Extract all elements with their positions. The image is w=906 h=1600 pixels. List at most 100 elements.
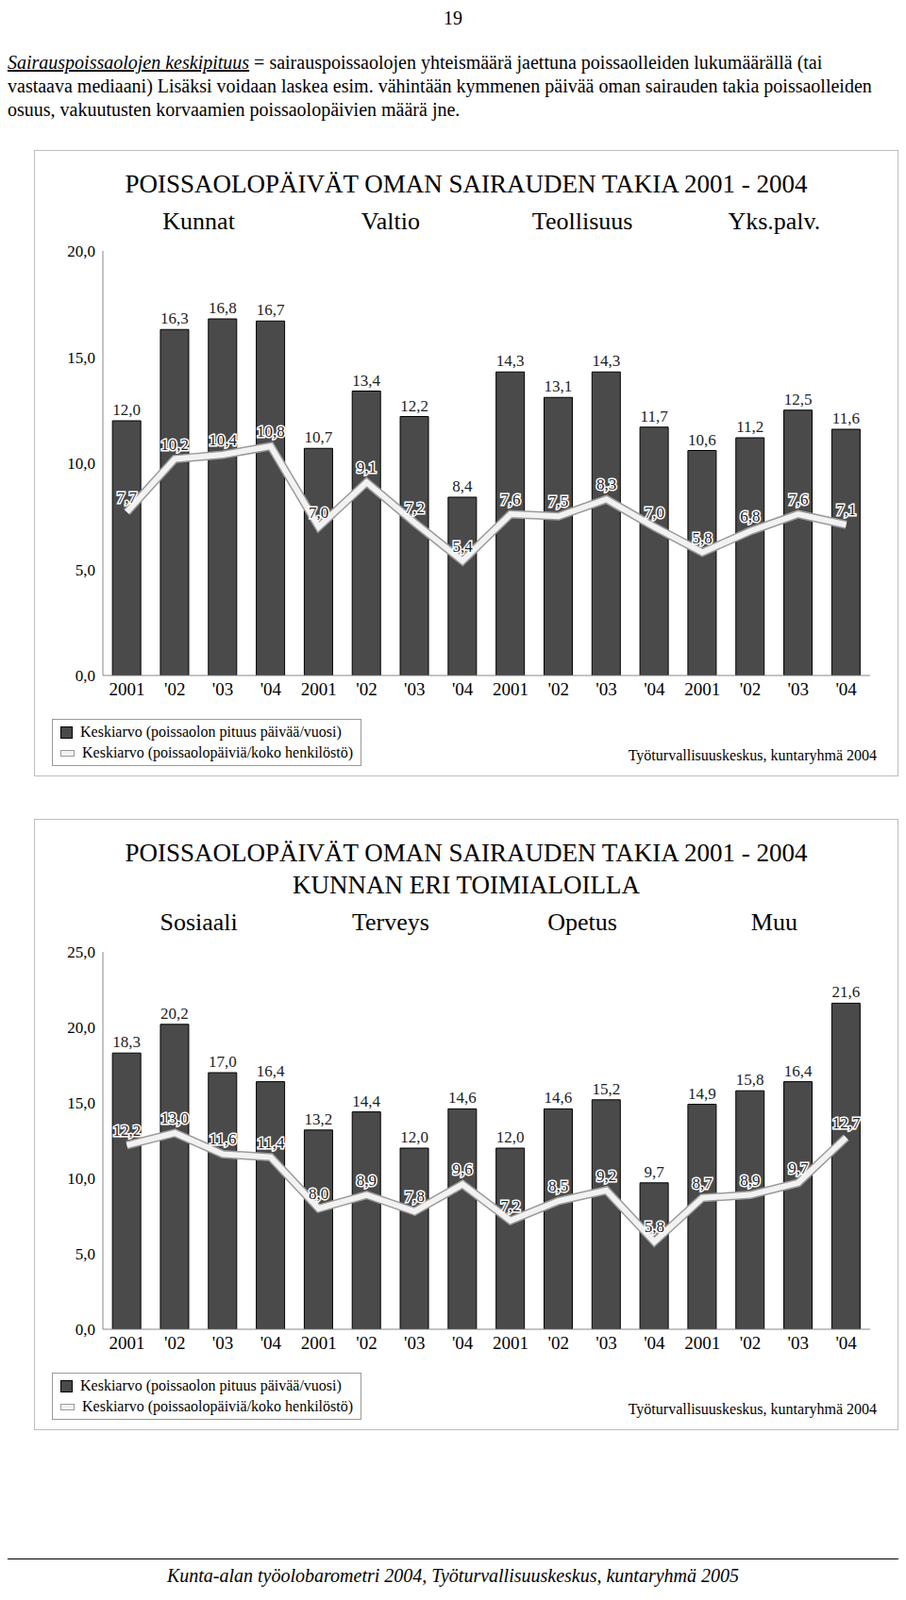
svg-text:16,4: 16,4 bbox=[784, 1062, 813, 1081]
svg-text:11,6: 11,6 bbox=[832, 409, 860, 428]
svg-text:15,2: 15,2 bbox=[591, 1080, 621, 1099]
svg-text:12,0: 12,0 bbox=[400, 1128, 429, 1147]
svg-text:14,3: 14,3 bbox=[591, 352, 621, 370]
svg-text:16,8: 16,8 bbox=[208, 299, 237, 318]
svg-text:8,9: 8,9 bbox=[739, 1172, 760, 1191]
svg-text:'03: '03 bbox=[212, 679, 234, 700]
svg-text:'03: '03 bbox=[788, 1333, 809, 1354]
svg-text:'02: '02 bbox=[548, 1333, 570, 1354]
svg-text:2001: 2001 bbox=[301, 1333, 337, 1354]
svg-text:8,0: 8,0 bbox=[308, 1185, 329, 1204]
svg-text:12,0: 12,0 bbox=[496, 1128, 525, 1147]
svg-text:10,6: 10,6 bbox=[687, 431, 717, 450]
svg-text:15,0: 15,0 bbox=[67, 349, 96, 368]
svg-text:9,1: 9,1 bbox=[356, 458, 377, 477]
svg-text:13,4: 13,4 bbox=[352, 371, 381, 390]
svg-text:2001: 2001 bbox=[684, 1333, 721, 1354]
svg-text:7,6: 7,6 bbox=[788, 490, 808, 509]
svg-text:17,0: 17,0 bbox=[208, 1053, 237, 1072]
svg-text:'04: '04 bbox=[452, 1333, 474, 1354]
svg-text:7,6: 7,6 bbox=[500, 490, 521, 509]
svg-text:'02: '02 bbox=[739, 1333, 761, 1354]
svg-text:7,2: 7,2 bbox=[500, 1197, 521, 1216]
svg-text:'03: '03 bbox=[212, 1333, 234, 1354]
svg-text:10,0: 10,0 bbox=[67, 1170, 96, 1189]
svg-text:10,8: 10,8 bbox=[256, 422, 286, 441]
svg-text:13,1: 13,1 bbox=[544, 377, 573, 396]
svg-text:7,7: 7,7 bbox=[117, 488, 138, 507]
svg-text:16,7: 16,7 bbox=[256, 301, 286, 319]
svg-text:10,4: 10,4 bbox=[208, 431, 237, 450]
svg-text:'04: '04 bbox=[835, 1333, 857, 1354]
svg-text:2001: 2001 bbox=[684, 679, 721, 700]
svg-text:9,2: 9,2 bbox=[596, 1167, 617, 1186]
svg-text:5,8: 5,8 bbox=[644, 1218, 665, 1237]
svg-text:11,4: 11,4 bbox=[256, 1134, 286, 1153]
svg-text:5,0: 5,0 bbox=[75, 1245, 96, 1264]
svg-text:2001: 2001 bbox=[492, 679, 529, 700]
svg-text:'03: '03 bbox=[403, 679, 425, 700]
svg-text:8,9: 8,9 bbox=[356, 1172, 377, 1191]
svg-text:'04: '04 bbox=[452, 679, 474, 700]
svg-text:'03: '03 bbox=[595, 679, 617, 700]
svg-text:12,2: 12,2 bbox=[400, 397, 429, 416]
svg-text:'03: '03 bbox=[595, 1333, 617, 1354]
svg-text:5,0: 5,0 bbox=[75, 561, 96, 580]
svg-text:7,5: 7,5 bbox=[548, 492, 569, 511]
svg-text:18,3: 18,3 bbox=[112, 1033, 141, 1052]
svg-text:9,6: 9,6 bbox=[452, 1160, 472, 1179]
svg-text:5,4: 5,4 bbox=[452, 537, 473, 556]
svg-text:7,1: 7,1 bbox=[836, 501, 856, 520]
svg-text:11,6: 11,6 bbox=[208, 1130, 236, 1149]
svg-text:12,7: 12,7 bbox=[832, 1114, 861, 1133]
svg-text:20,0: 20,0 bbox=[67, 1019, 96, 1038]
svg-text:20,2: 20,2 bbox=[160, 1005, 189, 1024]
svg-text:'03: '03 bbox=[403, 1333, 425, 1354]
svg-text:16,4: 16,4 bbox=[256, 1062, 286, 1081]
svg-text:2001: 2001 bbox=[301, 679, 337, 700]
svg-text:13,0: 13,0 bbox=[160, 1109, 189, 1128]
svg-text:5,8: 5,8 bbox=[692, 529, 713, 548]
svg-text:15,8: 15,8 bbox=[736, 1071, 765, 1090]
svg-text:10,2: 10,2 bbox=[160, 436, 189, 454]
svg-text:12,2: 12,2 bbox=[113, 1122, 142, 1141]
svg-text:7,8: 7,8 bbox=[404, 1188, 425, 1207]
svg-text:10,7: 10,7 bbox=[304, 428, 334, 447]
svg-text:'02: '02 bbox=[164, 679, 185, 700]
svg-text:'02: '02 bbox=[548, 679, 570, 700]
svg-text:0,0: 0,0 bbox=[75, 1321, 96, 1340]
svg-text:'04: '04 bbox=[835, 679, 857, 700]
svg-text:14,6: 14,6 bbox=[448, 1089, 477, 1108]
svg-text:25,0: 25,0 bbox=[67, 943, 96, 962]
svg-text:'02: '02 bbox=[355, 1333, 377, 1354]
svg-text:2001: 2001 bbox=[492, 1333, 529, 1354]
svg-text:8,7: 8,7 bbox=[692, 1174, 714, 1193]
svg-text:0,0: 0,0 bbox=[75, 667, 96, 686]
svg-text:'04: '04 bbox=[643, 1333, 666, 1354]
svg-text:7,2: 7,2 bbox=[404, 499, 425, 518]
svg-text:14,4: 14,4 bbox=[352, 1092, 381, 1111]
svg-text:7,0: 7,0 bbox=[308, 503, 329, 522]
svg-text:'04: '04 bbox=[260, 1333, 283, 1354]
svg-text:9,7: 9,7 bbox=[643, 1163, 665, 1182]
svg-text:14,3: 14,3 bbox=[496, 352, 525, 370]
svg-text:8,4: 8,4 bbox=[452, 477, 473, 496]
svg-text:8,5: 8,5 bbox=[548, 1177, 569, 1196]
svg-text:'04: '04 bbox=[643, 679, 666, 700]
svg-text:12,5: 12,5 bbox=[784, 390, 813, 409]
svg-text:20,0: 20,0 bbox=[67, 242, 96, 261]
svg-text:7,0: 7,0 bbox=[644, 503, 665, 522]
svg-text:11,2: 11,2 bbox=[736, 418, 764, 437]
svg-text:8,3: 8,3 bbox=[596, 475, 617, 494]
svg-text:9,7: 9,7 bbox=[788, 1159, 809, 1178]
svg-text:12,0: 12,0 bbox=[112, 401, 141, 420]
svg-text:14,9: 14,9 bbox=[687, 1085, 717, 1104]
svg-text:'02: '02 bbox=[355, 679, 377, 700]
svg-text:'03: '03 bbox=[788, 679, 809, 700]
svg-text:6,8: 6,8 bbox=[739, 507, 760, 526]
svg-text:11,7: 11,7 bbox=[640, 407, 670, 426]
svg-text:'04: '04 bbox=[260, 679, 283, 700]
svg-text:'02: '02 bbox=[739, 679, 761, 700]
svg-text:2001: 2001 bbox=[108, 679, 145, 700]
svg-text:10,0: 10,0 bbox=[67, 454, 96, 473]
